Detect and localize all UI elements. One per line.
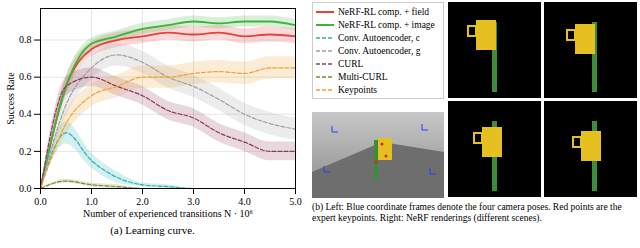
svg-text:0.4: 0.4 — [19, 108, 32, 119]
html-text:Conv. Autoencoder, c: Conv. Autoencoder, c — [338, 32, 420, 43]
html-text:NeRF-RL comp. + image: NeRF-RL comp. + image — [338, 19, 435, 30]
svg-text:0.0: 0.0 — [19, 183, 32, 194]
svg-text:1.0: 1.0 — [85, 196, 98, 207]
svg-text:0.2: 0.2 — [19, 146, 32, 157]
svg-text:5.0: 5.0 — [289, 196, 302, 207]
svg-text:2.0: 2.0 — [136, 196, 149, 207]
html-text:Keypoints: Keypoints — [338, 84, 378, 95]
svg-text:Number of experienced transiti: Number of experienced transitions N · 10… — [83, 208, 254, 219]
html-text:Multi-CURL: Multi-CURL — [338, 71, 388, 82]
html-text:(b) Left: Blue coordinate fram: (b) Left: Blue coordinate frames denote … — [312, 202, 622, 223]
svg-text:4.0: 4.0 — [238, 196, 251, 207]
svg-text:0.6: 0.6 — [19, 71, 32, 82]
svg-text:0.8: 0.8 — [19, 34, 32, 45]
svg-text:0.0: 0.0 — [34, 196, 47, 207]
svg-text:Success Rate: Success Rate — [5, 72, 16, 125]
html-text:Conv. Autoencoder, g: Conv. Autoencoder, g — [338, 45, 421, 56]
html-text:(a) Learning curve.: (a) Learning curve. — [110, 224, 195, 236]
svg-text:3.0: 3.0 — [187, 196, 200, 207]
html-text:NeRF-RL comp. + field: NeRF-RL comp. + field — [338, 6, 429, 17]
html-text:CURL: CURL — [338, 58, 364, 69]
